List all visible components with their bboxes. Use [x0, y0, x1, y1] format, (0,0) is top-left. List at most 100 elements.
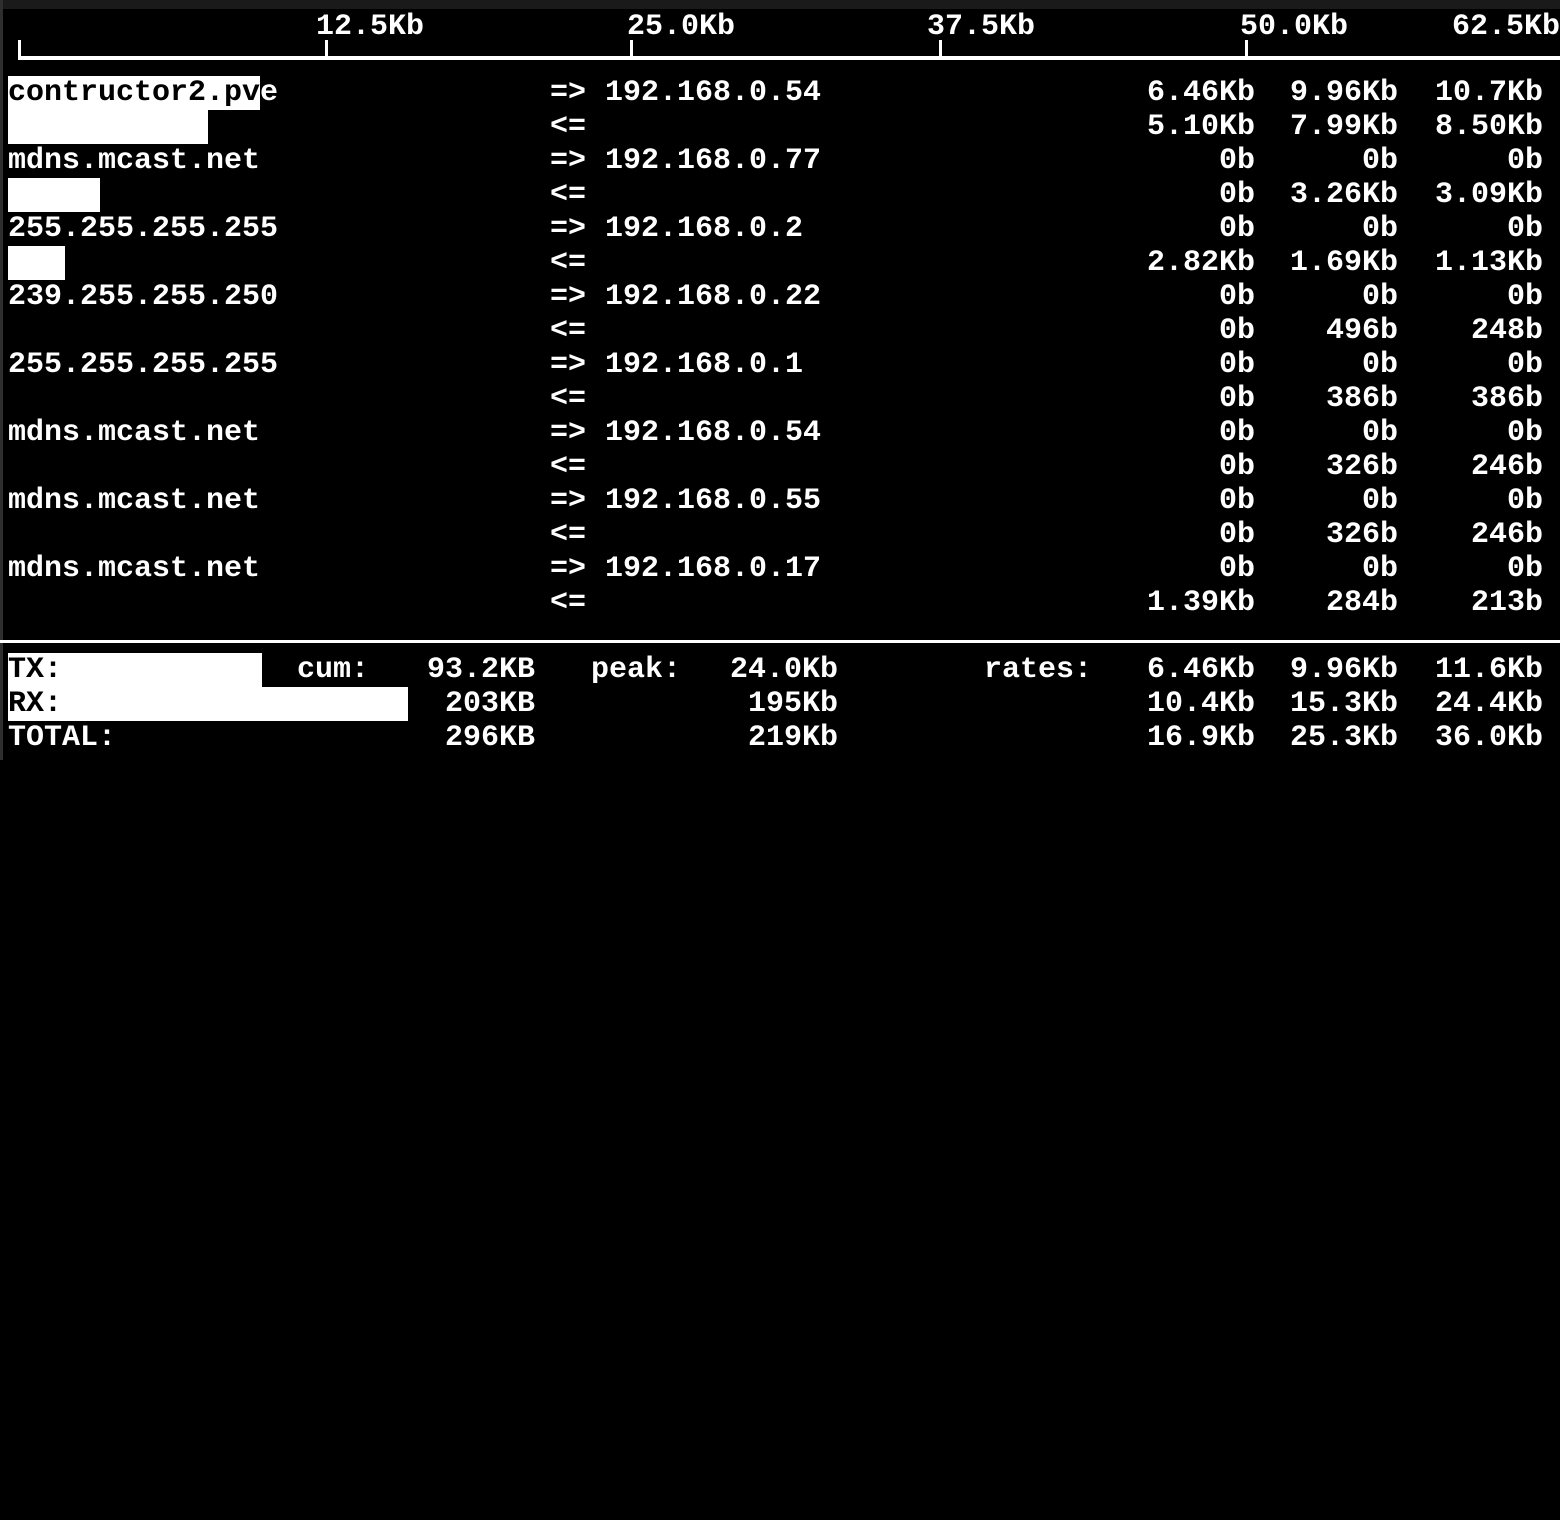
rate-10s-value: 0b [1361, 416, 1398, 450]
direction-arrow: <= [550, 314, 587, 348]
bandwidth-bar [8, 110, 208, 144]
rate-40s-value: 0b [1506, 144, 1543, 178]
rate-10s-value: 284b [1325, 586, 1398, 620]
scale-label: 62.5Kb [1452, 10, 1560, 44]
rate-10s-value: 0b [1361, 280, 1398, 314]
tx-rate-10s-value: 9.96Kb [1289, 653, 1398, 687]
scale-origin-tick [18, 40, 21, 60]
rx-rate-10s-value: 15.3Kb [1289, 687, 1398, 721]
source-host-label: mdns.mcast.net [8, 144, 261, 178]
rates-label: rates: [984, 653, 1093, 687]
connection-row: contructor2.pve => 192.168.0.54 6.46Kb 9… [0, 76, 1560, 110]
rate-10s-value: 326b [1325, 450, 1398, 484]
connection-row: mdns.mcast.net => 192.168.0.17 0b 0b 0b [0, 552, 1560, 586]
rate-40s-value: 0b [1506, 552, 1543, 586]
rate-10s-value: 496b [1325, 314, 1398, 348]
source-host-label: 255.255.255.255 [8, 212, 279, 246]
tx-label: TX: [8, 653, 63, 687]
bandwidth-scale-bar: 12.5Kb 25.0Kb 37.5Kb 50.0Kb 62.5Kb [0, 10, 1560, 680]
window-left-edge [0, 0, 3, 760]
tx-summary-row: TX: cum: 93.2KB peak: 24.0Kb rates: 6.46… [0, 653, 1560, 687]
source-host-label: mdns.mcast.net [8, 552, 261, 586]
cum-label: cum: [297, 653, 370, 687]
rate-2s-value: 0b [1218, 552, 1255, 586]
rate-40s-value: 0b [1506, 212, 1543, 246]
connection-row: 255.255.255.255 => 192.168.0.2 0b 0b 0b [0, 212, 1560, 246]
rate-40s-value: 0b [1506, 348, 1543, 382]
destination-host-label: 192.168.0.22 [605, 280, 822, 314]
rx-rate-40s-value: 24.4Kb [1434, 687, 1543, 721]
rate-2s-value: 0b [1218, 450, 1255, 484]
rate-2s-value: 0b [1218, 348, 1255, 382]
rate-2s-value: 0b [1218, 144, 1255, 178]
connection-row: <= 1.39Kb 284b 213b [0, 586, 1560, 620]
bandwidth-bar [8, 246, 65, 280]
connection-row: <= 0b 496b 248b [0, 314, 1560, 348]
connection-row: mdns.mcast.net => 192.168.0.55 0b 0b 0b [0, 484, 1560, 518]
destination-host-label: 192.168.0.77 [605, 144, 822, 178]
connection-row: 255.255.255.255 => 192.168.0.1 0b 0b 0b [0, 348, 1560, 382]
rx-peak-value: 195Kb [747, 687, 838, 721]
rate-10s-value: 3.26Kb [1289, 178, 1398, 212]
direction-arrow: <= [550, 450, 587, 484]
rate-40s-value: 8.50Kb [1434, 110, 1543, 144]
rate-40s-value: 246b [1470, 450, 1543, 484]
connection-row: <= 0b 3.26Kb 3.09Kb [0, 178, 1560, 212]
rate-40s-value: 0b [1506, 280, 1543, 314]
rate-10s-value: 0b [1361, 212, 1398, 246]
destination-host-label: 192.168.0.2 [605, 212, 804, 246]
tx-rate-2s-value: 6.46Kb [1146, 653, 1255, 687]
rate-2s-value: 5.10Kb [1146, 110, 1255, 144]
rate-40s-value: 248b [1470, 314, 1543, 348]
rate-10s-value: 326b [1325, 518, 1398, 552]
direction-arrow: <= [550, 246, 587, 280]
rx-label: RX: [8, 687, 63, 721]
destination-host-label: 192.168.0.1 [605, 348, 804, 382]
connection-row: mdns.mcast.net => 192.168.0.54 0b 0b 0b [0, 416, 1560, 450]
connection-row: <= 0b 326b 246b [0, 450, 1560, 484]
rate-10s-value: 7.99Kb [1289, 110, 1398, 144]
rx-rate-2s-value: 10.4Kb [1146, 687, 1255, 721]
rate-2s-value: 0b [1218, 484, 1255, 518]
total-rate-40s-value: 36.0Kb [1434, 721, 1543, 755]
connection-row: <= 0b 386b 386b [0, 382, 1560, 416]
destination-host-label: 192.168.0.54 [605, 416, 822, 450]
rx-redaction-bar [8, 687, 408, 721]
rate-2s-value: 0b [1218, 280, 1255, 314]
rate-10s-value: 0b [1361, 484, 1398, 518]
direction-arrow: <= [550, 586, 587, 620]
connection-row: <= 0b 326b 246b [0, 518, 1560, 552]
bandwidth-bar [8, 76, 260, 110]
direction-arrow: => [550, 280, 587, 314]
total-peak-value: 219Kb [747, 721, 838, 755]
rx-summary-row: RX: 203KB 195Kb 10.4Kb 15.3Kb 24.4Kb [0, 687, 1560, 721]
window-top-edge [0, 0, 1560, 9]
rate-2s-value: 2.82Kb [1146, 246, 1255, 280]
destination-host-label: 192.168.0.17 [605, 552, 822, 586]
total-summary-row: TOTAL: 296KB 219Kb 16.9Kb 25.3Kb 36.0Kb [0, 721, 1560, 755]
source-host-label: 239.255.255.250 [8, 280, 279, 314]
rate-2s-value: 0b [1218, 416, 1255, 450]
scale-label: 12.5Kb [316, 10, 425, 44]
rate-40s-value: 386b [1470, 382, 1543, 416]
rate-2s-value: 6.46Kb [1146, 76, 1255, 110]
connection-row: <= 2.82Kb 1.69Kb 1.13Kb [0, 246, 1560, 280]
rate-10s-value: 1.69Kb [1289, 246, 1398, 280]
connection-row: 239.255.255.250 => 192.168.0.22 0b 0b 0b [0, 280, 1560, 314]
iftop-terminal[interactable]: 12.5Kb 25.0Kb 37.5Kb 50.0Kb 62.5Kb contr… [0, 0, 1560, 760]
direction-arrow: <= [550, 110, 587, 144]
total-rate-10s-value: 25.3Kb [1289, 721, 1398, 755]
rate-10s-value: 0b [1361, 552, 1398, 586]
direction-arrow: <= [550, 382, 587, 416]
tx-cum-value: 93.2KB [426, 653, 535, 687]
tx-peak-value: 24.0Kb [729, 653, 838, 687]
direction-arrow: => [550, 76, 587, 110]
tx-rate-40s-value: 11.6Kb [1434, 653, 1543, 687]
destination-host-label: 192.168.0.55 [605, 484, 822, 518]
direction-arrow: => [550, 484, 587, 518]
source-host-label: 255.255.255.255 [8, 348, 279, 382]
scale-label: 37.5Kb [927, 10, 1036, 44]
rate-10s-value: 386b [1325, 382, 1398, 416]
direction-arrow: <= [550, 518, 587, 552]
scale-tick [630, 40, 633, 56]
